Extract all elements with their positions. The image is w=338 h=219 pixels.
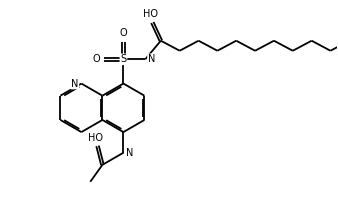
Text: N: N — [71, 79, 78, 88]
Text: HO: HO — [143, 9, 158, 19]
Text: N: N — [126, 148, 134, 158]
Text: N: N — [148, 54, 155, 64]
Text: HO: HO — [88, 132, 103, 143]
Text: S: S — [120, 54, 126, 64]
Text: O: O — [120, 28, 127, 39]
Text: O: O — [92, 54, 100, 64]
